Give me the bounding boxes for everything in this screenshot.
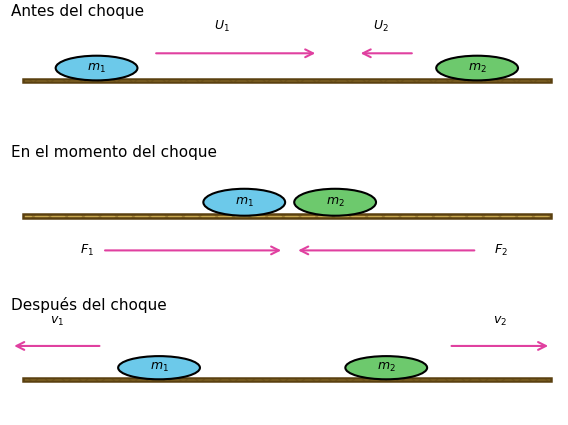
Text: $m_2$: $m_2$ [325,196,345,209]
Text: $m_1$: $m_1$ [149,361,169,374]
Text: En el momento del choque: En el momento del choque [11,145,218,160]
Ellipse shape [56,56,137,80]
Text: $U_2$: $U_2$ [373,19,389,34]
Bar [23,377,551,381]
Ellipse shape [436,56,518,80]
Bar [23,214,551,218]
Bar [23,79,551,82]
Bar [23,79,551,82]
Text: $v_1$: $v_1$ [50,314,64,328]
Text: $v_2$: $v_2$ [493,314,507,328]
Ellipse shape [294,189,376,216]
Text: $m_2$: $m_2$ [467,62,487,75]
Text: $F_1$: $F_1$ [80,243,94,258]
Text: $U_1$: $U_1$ [214,19,229,34]
Text: Antes del choque: Antes del choque [11,4,144,19]
Bar [23,214,551,218]
Text: $m_1$: $m_1$ [87,62,106,75]
Text: $m_1$: $m_1$ [235,196,254,209]
Text: Después del choque: Después del choque [11,297,167,313]
Bar [23,377,551,381]
Ellipse shape [118,356,200,379]
Ellipse shape [345,356,427,379]
Text: $m_2$: $m_2$ [377,361,396,374]
Ellipse shape [203,189,285,216]
Text: $F_2$: $F_2$ [494,243,508,258]
